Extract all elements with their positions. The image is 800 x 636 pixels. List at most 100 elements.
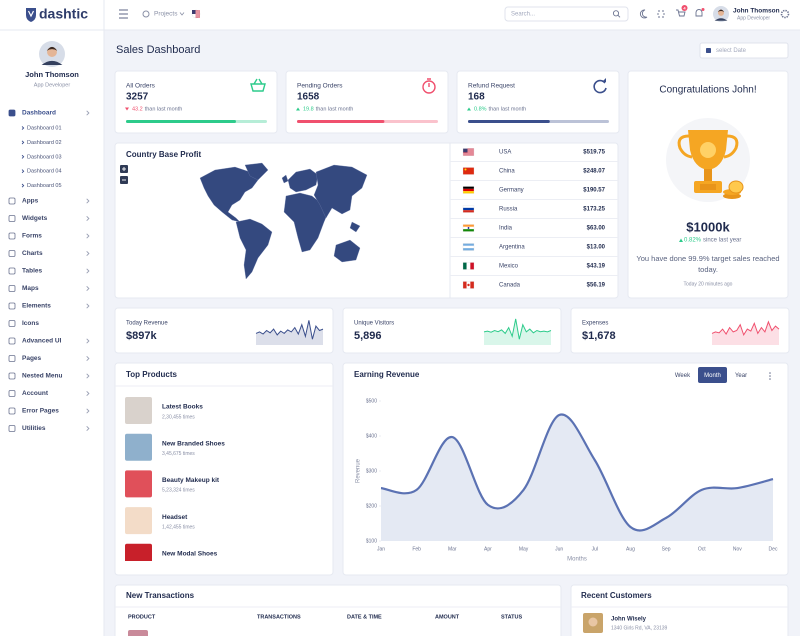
country-name: Canada: [499, 283, 521, 289]
menu-item[interactable]: Pages: [22, 355, 42, 362]
logo-text[interactable]: dashtic: [39, 6, 88, 22]
menu-item[interactable]: Widgets: [22, 215, 48, 222]
search-placeholder: Search...: [511, 12, 535, 18]
column-header: DATE & TIME: [347, 614, 382, 620]
submenu-item[interactable]: Dashboard 02: [27, 140, 62, 146]
x-tick-label: May: [519, 546, 529, 552]
menu-item[interactable]: Account: [22, 390, 49, 397]
card-title: Recent Customers: [581, 591, 652, 600]
column-header: AMOUNT: [435, 614, 460, 620]
tab-button[interactable]: [728, 367, 754, 383]
sparkline: [255, 320, 324, 340]
sparkline-area: [484, 318, 551, 345]
country-profit: $519.75: [583, 150, 605, 156]
header-user-name[interactable]: John Thomson: [733, 8, 780, 15]
trophy-handles: [677, 134, 739, 159]
progress-bar: [297, 120, 385, 123]
progress-bar: [126, 120, 236, 123]
product-thumbnail: [125, 470, 152, 498]
flag-part: [463, 148, 474, 156]
tab-button[interactable]: [698, 367, 727, 383]
avatar-hair: [46, 46, 58, 51]
submenu-item[interactable]: Dashboard 01: [27, 125, 62, 131]
menu-item[interactable]: Icons: [22, 320, 39, 327]
tab-label[interactable]: Week: [675, 373, 691, 379]
map-region: [333, 239, 361, 263]
tab-label[interactable]: Month: [704, 373, 721, 379]
menu-item[interactable]: Elements: [22, 303, 51, 310]
refresh-icon: [593, 79, 607, 94]
sparkline: [711, 320, 780, 337]
flag-part: [463, 245, 474, 249]
menu-item[interactable]: Tables: [22, 268, 42, 275]
y-axis-label: Revenue: [356, 458, 362, 483]
chevron-icon: [86, 408, 90, 414]
stat-value: 1658: [297, 92, 320, 103]
map-region: [244, 162, 269, 181]
product-name: Beauty Makeup kit: [162, 477, 220, 484]
country-profit: $173.25: [583, 207, 605, 213]
country-profit: $248.07: [583, 169, 605, 175]
menu-item[interactable]: Dashboard: [22, 110, 56, 117]
mini-stat-value: $897k: [126, 330, 157, 342]
chevron-icon: [21, 169, 25, 174]
map-region: [199, 166, 259, 223]
projects-menu[interactable]: Projects: [154, 11, 178, 18]
basket-icon: [250, 78, 266, 92]
country-name: Germany: [499, 188, 524, 194]
product-sold: 1,42,455 times: [162, 524, 195, 530]
menu-item[interactable]: Forms: [22, 233, 42, 240]
search-box[interactable]: [504, 6, 629, 22]
trophy-stem: [704, 169, 712, 181]
mini-stat-card: [570, 307, 790, 354]
menu-item[interactable]: Apps: [22, 198, 39, 205]
sidebar-user-role: App Developer: [34, 82, 71, 88]
tab-label[interactable]: Year: [735, 373, 747, 379]
date-input[interactable]: [699, 42, 789, 59]
projects-icon: [142, 10, 150, 18]
menu-icon: [8, 372, 16, 380]
stat-label: Refund Request: [468, 83, 515, 90]
country-name: Russia: [499, 207, 518, 213]
menu-item[interactable]: Charts: [22, 250, 43, 257]
menu-item[interactable]: Maps: [22, 285, 39, 292]
menu-item[interactable]: Advanced UI: [22, 338, 62, 345]
notification-icon[interactable]: [695, 9, 703, 17]
flag-border: [462, 262, 475, 270]
avatar-head: [47, 47, 57, 57]
flag-part: [463, 243, 474, 246]
logo-icon-mark: [27, 10, 35, 18]
menu-icon: [8, 337, 16, 345]
stat-label: All Orders: [126, 83, 156, 90]
flag-part: [464, 168, 467, 171]
country-profit-card: [114, 142, 619, 299]
tab-button[interactable]: [670, 367, 695, 383]
theme-icon[interactable]: [639, 9, 648, 19]
coin: [728, 180, 744, 194]
product-name: New Branded Shoes: [162, 440, 225, 447]
fullscreen-icon[interactable]: [657, 10, 665, 18]
flag-icon-canton: [192, 10, 196, 14]
submenu-item[interactable]: Dashboard 05: [27, 183, 62, 189]
mini-stat-value: 5,896: [354, 330, 382, 342]
flag-border: [462, 243, 475, 251]
top-products-card: [114, 362, 334, 576]
country-profit: $56.19: [587, 283, 606, 289]
flag-border: [462, 167, 475, 175]
mini-stat-card: [342, 307, 562, 354]
country-profit: $190.57: [583, 188, 605, 194]
submenu-item[interactable]: Dashboard 03: [27, 154, 62, 160]
submenu-item[interactable]: Dashboard 04: [27, 169, 62, 175]
stat-label: Pending Orders: [297, 83, 343, 90]
chevron-icon: [21, 154, 25, 159]
chevron-icon: [86, 425, 90, 432]
flag-part: [463, 281, 467, 289]
menu-item[interactable]: Utilities: [22, 425, 46, 432]
product-sold: 3,45,675 times: [162, 451, 195, 457]
settings-icon[interactable]: [780, 9, 790, 19]
sparkline-area: [256, 320, 323, 345]
menu-item[interactable]: Error Pages: [22, 408, 59, 415]
menu-item[interactable]: Nested Menu: [22, 373, 62, 380]
cart-icon[interactable]: [676, 9, 686, 17]
column-header: PRODUCT: [128, 614, 156, 620]
